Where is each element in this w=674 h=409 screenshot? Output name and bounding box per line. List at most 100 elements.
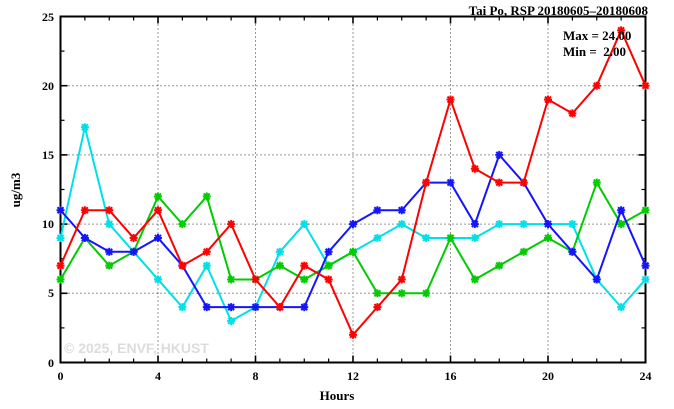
red-line-marker: [349, 330, 357, 339]
blue-line-marker: [251, 303, 260, 312]
green-line-marker: [446, 233, 455, 242]
green-line-marker: [470, 275, 479, 284]
blue-line-marker: [470, 220, 479, 229]
red-line-marker: [470, 164, 479, 173]
red-line-marker: [251, 275, 260, 284]
cyan-line-marker: [178, 303, 187, 312]
red-line-marker: [495, 178, 504, 187]
blue-line-marker: [202, 303, 211, 312]
x-tick-label-24: 24: [639, 368, 652, 383]
x-tick-label-16: 16: [444, 368, 457, 383]
y-tick-label-15: 15: [42, 147, 54, 162]
blue-line-marker: [324, 247, 333, 256]
red-line-marker: [397, 275, 406, 284]
blue-line-marker: [617, 206, 626, 215]
blue-line-marker: [227, 303, 236, 312]
blue-line-marker: [373, 206, 382, 215]
y-tick-label-25: 25: [42, 9, 54, 24]
red-line-marker: [80, 206, 89, 215]
series-blue-line: [56, 150, 650, 312]
cyan-line-marker: [105, 220, 114, 229]
x-tick-label-0: 0: [57, 368, 64, 383]
cyan-line-marker: [227, 316, 236, 325]
series-red-line: [56, 26, 650, 339]
cyan-line-marker: [568, 220, 577, 229]
green-line-marker: [202, 192, 211, 201]
blue-line-path: [59, 152, 647, 309]
red-line-marker: [519, 178, 528, 187]
gridlines: [60, 16, 646, 363]
blue-line-marker: [80, 233, 89, 242]
green-line-marker: [617, 220, 626, 229]
cyan-line-marker: [422, 233, 431, 242]
blue-line-marker: [349, 220, 357, 229]
min-annotation: Min = 2.00: [563, 44, 627, 59]
blue-line-marker: [568, 247, 577, 256]
red-line-marker: [129, 233, 138, 242]
red-line-marker: [324, 275, 333, 284]
cyan-line-marker: [397, 220, 406, 229]
blue-line-marker: [446, 178, 455, 187]
green-line-marker: [422, 289, 431, 298]
cyan-line-marker: [519, 220, 528, 229]
green-line-marker: [592, 178, 601, 187]
cyan-line-marker: [641, 275, 650, 284]
green-line-marker: [373, 289, 382, 298]
red-line-marker: [300, 261, 309, 270]
cyan-line-marker: [617, 303, 626, 312]
green-line-marker: [397, 289, 406, 298]
x-tick-label-20: 20: [542, 368, 554, 383]
chart-title: Tai Po, RSP 20180605–20180608: [468, 3, 648, 18]
red-line-marker: [568, 109, 577, 118]
cyan-line-marker: [202, 261, 211, 270]
red-line-marker: [227, 220, 236, 229]
green-line-marker: [641, 206, 650, 215]
cyan-line-marker: [154, 275, 162, 284]
red-line-marker: [446, 95, 455, 104]
red-line-marker: [373, 303, 382, 312]
green-line-marker: [154, 192, 162, 201]
cyan-line-marker: [470, 233, 479, 242]
cyan-line-marker: [56, 233, 65, 242]
red-line-marker: [56, 261, 65, 270]
red-line-marker: [617, 26, 626, 35]
green-line-marker: [105, 261, 114, 270]
blue-line-marker: [154, 233, 162, 242]
axis-ticks: [59, 15, 647, 364]
blue-line-marker: [397, 206, 406, 215]
cyan-line-marker: [275, 247, 284, 256]
red-line-marker: [275, 303, 284, 312]
cyan-line-marker: [80, 123, 89, 132]
cyan-line-marker: [495, 220, 504, 229]
green-line-marker: [349, 247, 357, 256]
green-line-marker: [178, 220, 187, 229]
max-annotation: Max = 24.00: [563, 28, 632, 43]
red-line-marker: [641, 81, 650, 90]
red-line-marker: [202, 247, 211, 256]
red-line-marker: [178, 261, 187, 270]
red-line-marker: [154, 206, 162, 215]
green-line-marker: [275, 261, 284, 270]
y-tick-label-20: 20: [42, 78, 54, 93]
green-line-marker: [300, 275, 309, 284]
blue-line-marker: [495, 150, 504, 159]
blue-line-marker: [592, 275, 601, 284]
blue-line-marker: [105, 247, 114, 256]
blue-line-marker: [300, 303, 309, 312]
y-tick-label-0: 0: [48, 355, 54, 370]
y-tick-label-5: 5: [48, 286, 54, 301]
red-line-marker: [544, 95, 552, 104]
red-line-marker: [105, 206, 114, 215]
green-line-marker: [544, 233, 552, 242]
green-line-marker: [495, 261, 504, 270]
green-line-marker: [227, 275, 236, 284]
blue-line-marker: [129, 247, 138, 256]
series-green-line: [56, 178, 650, 298]
x-tick-label-12: 12: [347, 368, 359, 383]
watermark: © 2025, ENVF, HKUST: [64, 340, 209, 356]
x-axis-title: Hours: [319, 388, 355, 403]
cyan-line-marker: [373, 233, 382, 242]
red-line-marker: [422, 178, 431, 187]
